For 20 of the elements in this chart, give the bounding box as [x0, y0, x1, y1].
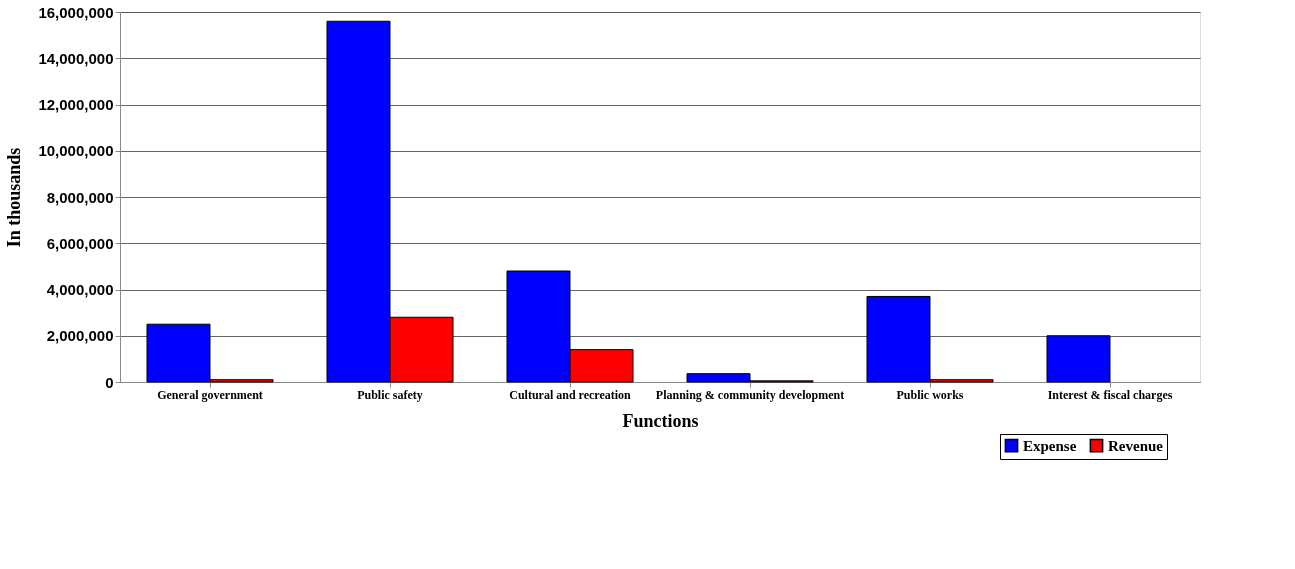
y-tick-label: 6,000,000 — [46, 234, 114, 252]
x-tick-label: Public safety — [357, 387, 423, 402]
legend-label: Expense — [1023, 437, 1077, 454]
y-tick-label: 10,000,000 — [38, 142, 114, 160]
y-tick-label: 12,000,000 — [38, 96, 114, 113]
y-axis-title: In thousands — [4, 147, 25, 248]
x-axis-title: Functions — [622, 410, 699, 431]
y-tick-label: 16,000,000 — [38, 3, 114, 21]
x-tick-label: Interest & fiscal charges — [1047, 387, 1173, 402]
y-tick-label: 8,000,000 — [46, 188, 114, 206]
y-tick-label: 0 — [105, 373, 114, 391]
x-tick-label: General government — [157, 387, 263, 402]
y-tick-label: 2,000,000 — [46, 327, 114, 345]
legend-label: Revenue — [1108, 437, 1164, 454]
x-tick-label: Public works — [896, 387, 964, 402]
x-tick-label: Cultural and recreation — [509, 387, 632, 402]
x-tick-label: Planning & community development — [655, 387, 845, 402]
bar — [1046, 335, 1111, 383]
y-tick-label: 4,000,000 — [46, 281, 114, 298]
y-tick-label: 14,000,000 — [38, 49, 114, 67]
